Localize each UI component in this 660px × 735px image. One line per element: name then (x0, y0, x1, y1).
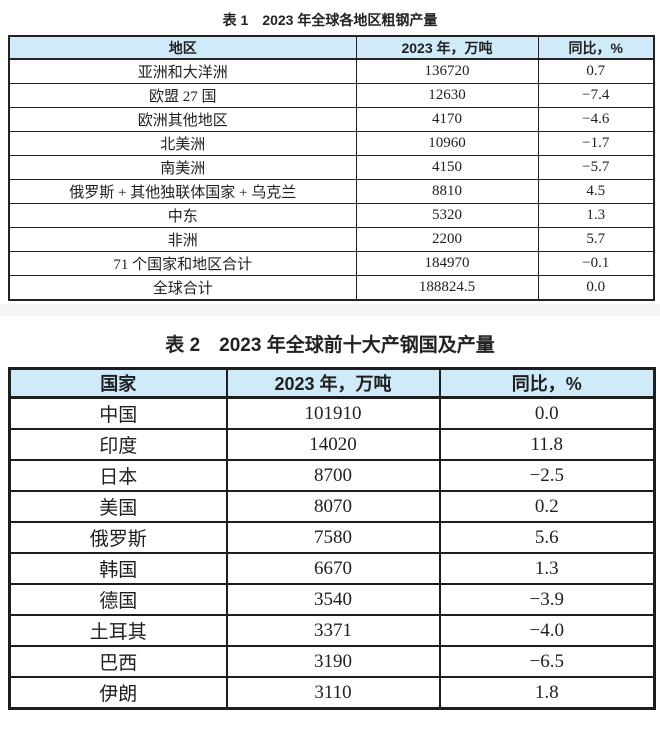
table2-header-output-2023: 2023 年，万吨 (225, 367, 441, 399)
table-cell: 5.6 (438, 521, 656, 554)
table-row: 北美洲 10960 −1.7 (8, 131, 655, 156)
table-cell: 2200 (355, 227, 539, 252)
table-cell: 欧洲其他地区 (8, 107, 357, 132)
table-cell: 136720 (355, 58, 539, 84)
table-row: 德国 3540 −3.9 (8, 583, 656, 616)
table-cell: 0.0 (537, 275, 655, 301)
table-cell: 5.7 (537, 227, 655, 252)
table-row: 俄罗斯 + 其他独联体国家 + 乌克兰 8810 4.5 (8, 179, 655, 204)
table-cell: 俄罗斯 (8, 521, 228, 554)
table-cell: 中东 (8, 203, 357, 228)
table-cell: −4.6 (537, 107, 655, 132)
table1-header-output-2023: 2023 年，万吨 (355, 35, 539, 60)
table-cell: 3371 (225, 614, 441, 647)
table-cell: 8810 (355, 179, 539, 204)
table-cell: 非洲 (8, 227, 357, 252)
table-cell: 欧盟 27 国 (8, 83, 357, 108)
table-cell: 印度 (8, 428, 228, 461)
table-row: 中国 101910 0.0 (8, 396, 656, 430)
table-row: 美国 8070 0.2 (8, 490, 656, 523)
table-cell: 1.8 (438, 676, 656, 710)
table-cell: 德国 (8, 583, 228, 616)
table-cell: 10960 (355, 131, 539, 156)
table-cell: 3540 (225, 583, 441, 616)
table-cell: 8700 (225, 459, 441, 492)
table-row: 日本 8700 −2.5 (8, 459, 656, 492)
table-cell: −4.0 (438, 614, 656, 647)
table-row: 全球合计 188824.5 0.0 (8, 275, 655, 301)
table-row: 伊朗 3110 1.8 (8, 676, 656, 710)
table2-header-row: 国家 2023 年，万吨 同比，% (8, 367, 656, 399)
table-cell: 4.5 (537, 179, 655, 204)
table-cell: 1.3 (438, 552, 656, 585)
table1-crude-steel-by-region: 地区 2023 年，万吨 同比，% 亚洲和大洋洲 136720 0.7 欧盟 27 国… (8, 35, 655, 301)
table-cell: 14020 (225, 428, 441, 461)
table-cell: −0.1 (537, 251, 655, 276)
table-cell: 0.2 (438, 490, 656, 523)
table-cell: 8070 (225, 490, 441, 523)
table-row: 巴西 3190 −6.5 (8, 645, 656, 678)
table-cell: −1.7 (537, 131, 655, 156)
table-row: 71 个国家和地区合计 184970 −0.1 (8, 251, 655, 276)
table2-top-steel-countries: 国家 2023 年，万吨 同比，% 中国 101910 0.0 印度 14020 11.8… (8, 367, 656, 710)
separator-band (0, 304, 660, 316)
table-cell: 0.0 (438, 396, 656, 430)
table-cell: 日本 (8, 459, 228, 492)
table-cell: −3.9 (438, 583, 656, 616)
table-cell: 188824.5 (355, 275, 539, 301)
table-cell: 6670 (225, 552, 441, 585)
table-cell: 12630 (355, 83, 539, 108)
table-cell: 中国 (8, 396, 228, 430)
table-row: 韩国 6670 1.3 (8, 552, 656, 585)
table-cell: 土耳其 (8, 614, 228, 647)
table-cell: 71 个国家和地区合计 (8, 251, 357, 276)
table-cell: 1.3 (537, 203, 655, 228)
table-cell: −6.5 (438, 645, 656, 678)
table1-header-row: 地区 2023 年，万吨 同比，% (8, 35, 655, 60)
table-cell: 4170 (355, 107, 539, 132)
table-cell: 全球合计 (8, 275, 357, 301)
table-row: 土耳其 3371 −4.0 (8, 614, 656, 647)
table-row: 印度 14020 11.8 (8, 428, 656, 461)
table-cell: 伊朗 (8, 676, 228, 710)
table2-body: 中国 101910 0.0 印度 14020 11.8 日本 8700 −2.5 美国 8070 0.… (8, 396, 656, 710)
table-row: 亚洲和大洋洲 136720 0.7 (8, 58, 655, 84)
table-cell: 3110 (225, 676, 441, 710)
table-cell: −5.7 (537, 155, 655, 180)
table-cell: 5320 (355, 203, 539, 228)
table-cell: 0.7 (537, 58, 655, 84)
table-cell: 韩国 (8, 552, 228, 585)
table-row: 南美洲 4150 −5.7 (8, 155, 655, 180)
table-cell: 7580 (225, 521, 441, 554)
table-cell: 184970 (355, 251, 539, 276)
table-cell: 巴西 (8, 645, 228, 678)
table-row: 欧盟 27 国 12630 −7.4 (8, 83, 655, 108)
table-cell: 3190 (225, 645, 441, 678)
table1-header-yoy: 同比，% (537, 35, 655, 60)
table-cell: 11.8 (438, 428, 656, 461)
table2-header-country: 国家 (8, 367, 228, 399)
table-cell: −7.4 (537, 83, 655, 108)
table1-body: 亚洲和大洋洲 136720 0.7 欧盟 27 国 12630 −7.4 欧洲其他地区 417… (8, 58, 655, 301)
table-cell: 亚洲和大洋洲 (8, 58, 357, 84)
table-cell: 101910 (225, 396, 441, 430)
table-row: 中东 5320 1.3 (8, 203, 655, 228)
table1-header-region: 地区 (8, 35, 357, 60)
table-cell: −2.5 (438, 459, 656, 492)
table-row: 俄罗斯 7580 5.6 (8, 521, 656, 554)
table-cell: 南美洲 (8, 155, 357, 180)
table2-caption: 表 2 2023 年全球前十大产钢国及产量 (165, 335, 495, 356)
table-row: 欧洲其他地区 4170 −4.6 (8, 107, 655, 132)
table-row: 非洲 2200 5.7 (8, 227, 655, 252)
table1-caption: 表 1 2023 年全球各地区粗钢产量 (222, 12, 438, 28)
table-cell: 北美洲 (8, 131, 357, 156)
table-cell: 4150 (355, 155, 539, 180)
table-cell: 俄罗斯 + 其他独联体国家 + 乌克兰 (8, 179, 357, 204)
table2-header-yoy: 同比，% (438, 367, 656, 399)
table-cell: 美国 (8, 490, 228, 523)
